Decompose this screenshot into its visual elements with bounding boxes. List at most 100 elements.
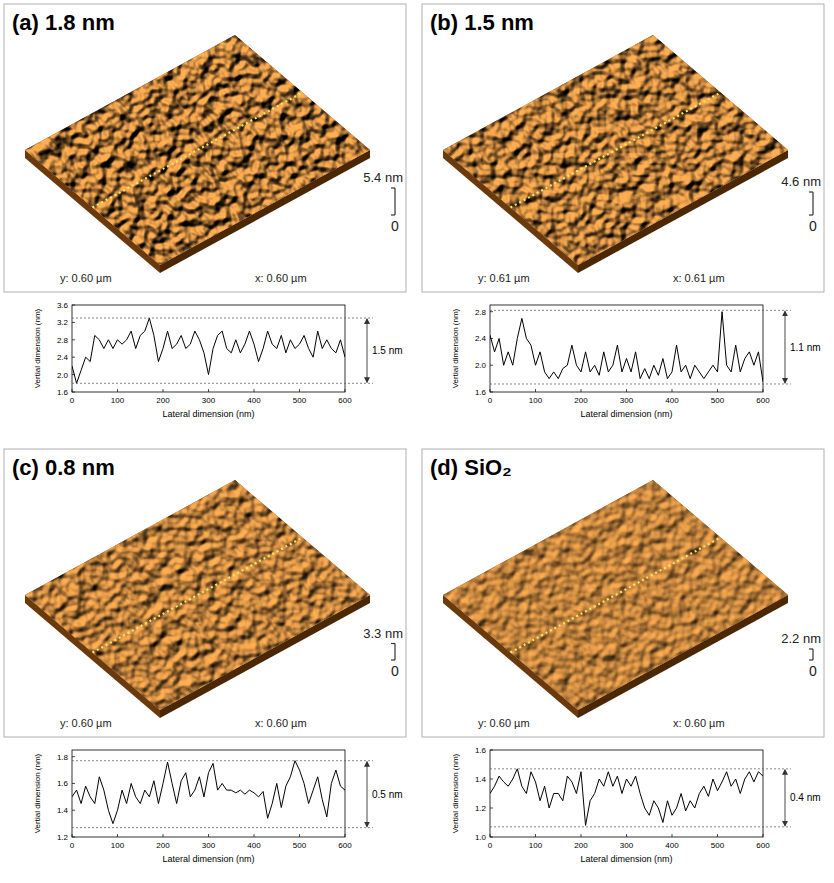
x-tick <box>763 389 764 392</box>
range-line <box>72 827 373 828</box>
range-label: 0.4 nm <box>790 792 821 803</box>
z-tick <box>809 214 813 215</box>
range-line <box>72 760 373 761</box>
range-arrow <box>785 311 786 383</box>
x-tick-label: 0 <box>488 841 493 850</box>
range-label: 1.5 nm <box>372 345 403 356</box>
x-tick <box>581 834 582 837</box>
y-tick-label: 1.0 <box>475 833 487 842</box>
x-tick-label: 400 <box>247 396 261 405</box>
x-tick-label: 200 <box>574 396 588 405</box>
z-scale <box>394 644 395 661</box>
x-tick <box>345 834 346 837</box>
x-tick <box>535 389 536 392</box>
x-tick <box>581 389 582 392</box>
y-tick <box>72 392 75 393</box>
panel: 04.6 nmy: 0.61 µmx: 0.61 µm(b) 1.5 nm010… <box>422 4 824 419</box>
x-tick <box>254 389 255 392</box>
y-tick <box>490 392 493 393</box>
y-tick <box>72 756 75 757</box>
y-tick <box>490 808 493 809</box>
x-axis-title: Lateral dimension (nm) <box>580 854 672 864</box>
y-tick-label: 1.8 <box>57 753 69 762</box>
z-tick-label: 3.3 nm <box>363 626 403 641</box>
x-tick-label: 400 <box>247 841 261 850</box>
surface <box>25 480 370 710</box>
y-tick <box>72 837 75 838</box>
range-line <box>72 383 373 384</box>
y-tick <box>72 810 75 811</box>
y-tick-label: 2.4 <box>57 353 69 362</box>
x-tick-label: 100 <box>111 841 125 850</box>
x-axis-title: Lateral dimension (nm) <box>162 409 254 419</box>
y-tick-label: 1.4 <box>475 775 487 784</box>
x-tick <box>299 834 300 837</box>
x-tick <box>490 389 491 392</box>
x-tick <box>672 834 673 837</box>
z-scale <box>394 188 395 215</box>
x-tick-label: 300 <box>620 396 634 405</box>
range-arrow <box>367 319 368 382</box>
x-tick <box>72 389 73 392</box>
x-tick-label: 600 <box>756 396 770 405</box>
x-tick <box>208 389 209 392</box>
y-tick-label: 1.6 <box>475 746 487 755</box>
plot-area <box>72 318 345 383</box>
x-tick <box>72 834 73 837</box>
surface <box>443 35 788 265</box>
profile-line <box>511 538 721 653</box>
surface-y-label: y: 0.60 µm <box>60 717 112 729</box>
x-tick <box>626 389 627 392</box>
x-tick-label: 0 <box>70 841 75 850</box>
range-arrow <box>785 770 786 826</box>
z-tick-label: 0 <box>391 218 399 234</box>
x-tick-label: 0 <box>488 396 493 405</box>
x-axis-title: Lateral dimension (nm) <box>162 854 254 864</box>
y-tick <box>490 750 493 751</box>
x-tick-label: 100 <box>529 841 543 850</box>
y-axis-title: Vertial dimension (nm) <box>451 308 460 388</box>
x-tick-label: 200 <box>574 841 588 850</box>
z-scale <box>812 649 813 660</box>
surface-frame <box>4 4 406 292</box>
range-line <box>490 768 791 769</box>
x-tick <box>163 389 164 392</box>
x-tick <box>717 389 718 392</box>
range-arrow <box>367 762 368 827</box>
x-tick <box>535 834 536 837</box>
surface-y-label: y: 0.60 µm <box>60 272 112 284</box>
z-tick-label: 0 <box>809 218 817 234</box>
y-tick <box>490 311 493 312</box>
profile <box>72 761 345 824</box>
z-tick-label: 0 <box>809 663 817 679</box>
x-tick <box>672 389 673 392</box>
plot-frame <box>490 750 763 837</box>
y-tick-label: 1.6 <box>475 388 487 397</box>
surface <box>25 35 370 265</box>
y-tick <box>72 305 75 306</box>
surface-base <box>443 35 788 265</box>
surface-base <box>25 480 370 710</box>
y-axis-title: Vertial dimension (nm) <box>33 753 42 833</box>
y-tick <box>72 357 75 358</box>
range-line <box>490 826 791 827</box>
profile <box>490 769 763 826</box>
range-line <box>490 383 791 384</box>
surface-y-label: y: 0.61 µm <box>478 272 530 284</box>
z-tick-label: 0 <box>391 663 399 679</box>
range-label: 1.1 nm <box>790 342 821 353</box>
panel: 05.4 nmy: 0.60 µmx: 0.60 µm(a) 1.8 nm010… <box>4 4 406 419</box>
surface-y-label: y: 0.60 µm <box>478 717 530 729</box>
surface <box>443 480 788 710</box>
y-tick-label: 1.2 <box>475 804 487 813</box>
x-axis-title: Lateral dimension (nm) <box>580 409 672 419</box>
surface-x-label: x: 0.60 µm <box>255 717 307 729</box>
x-tick <box>763 834 764 837</box>
x-tick-label: 500 <box>711 841 725 850</box>
x-tick <box>626 834 627 837</box>
x-tick <box>490 834 491 837</box>
surface-base <box>443 480 788 710</box>
z-tick <box>809 659 813 660</box>
z-tick <box>809 648 813 649</box>
x-tick-label: 100 <box>111 396 125 405</box>
